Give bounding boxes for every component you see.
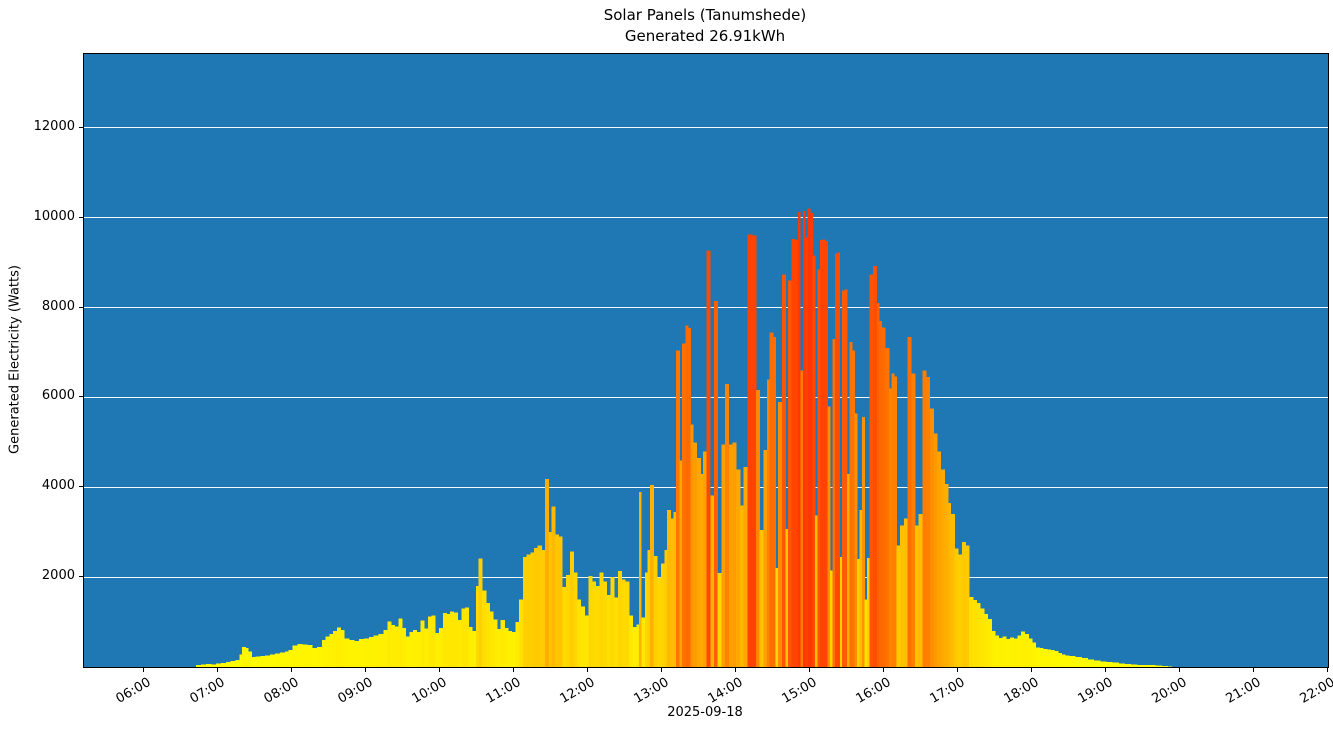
gridline-6000 <box>84 396 1328 398</box>
y-tick-2000: 2000 <box>41 568 75 584</box>
x-tick-mark-20:00 <box>1179 668 1181 672</box>
y-tick-mark-6000 <box>79 396 83 398</box>
y-tick-4000: 4000 <box>41 478 75 494</box>
x-tick-mark-18:00 <box>1031 668 1033 672</box>
x-tick-mark-19:00 <box>1105 668 1107 672</box>
x-axis-label-date: 2025-09-18 <box>667 705 743 720</box>
x-tick-mark-22:00 <box>1327 668 1328 672</box>
gridline-10000 <box>84 217 1328 219</box>
plot-area <box>83 53 1329 668</box>
y-tick-mark-4000 <box>79 486 83 488</box>
x-tick-mark-10:00 <box>439 668 441 672</box>
chart-title: Solar Panels (Tanumshede) <box>603 6 807 24</box>
x-tick-mark-14:00 <box>735 668 737 672</box>
x-tick-mark-15:00 <box>809 668 811 672</box>
y-tick-6000: 6000 <box>41 388 75 404</box>
x-tick-mark-09:00 <box>365 668 367 672</box>
x-tick-mark-11:00 <box>513 668 515 672</box>
y-tick-8000: 8000 <box>41 298 75 314</box>
y-tick-12000: 12000 <box>33 118 75 134</box>
x-tick-mark-21:00 <box>1253 668 1255 672</box>
y-axis-label: Generated Electricity (Watts) <box>7 265 23 454</box>
gridline-8000 <box>84 307 1328 309</box>
y-tick-mark-10000 <box>79 216 83 218</box>
y-tick-mark-2000 <box>79 576 83 578</box>
generation-bars <box>196 208 1172 667</box>
x-tick-mark-08:00 <box>291 668 293 672</box>
x-tick-mark-13:00 <box>661 668 663 672</box>
gridline-12000 <box>84 127 1328 129</box>
y-tick-10000: 10000 <box>33 208 75 224</box>
y-tick-mark-12000 <box>79 126 83 128</box>
x-tick-mark-07:00 <box>217 668 219 672</box>
y-tick-mark-8000 <box>79 306 83 308</box>
x-tick-mark-06:00 <box>143 668 145 672</box>
x-tick-mark-16:00 <box>883 668 885 672</box>
x-tick-mark-17:00 <box>957 668 959 672</box>
x-tick-mark-12:00 <box>587 668 589 672</box>
chart-subtitle: Generated 26.91kWh <box>624 27 786 45</box>
